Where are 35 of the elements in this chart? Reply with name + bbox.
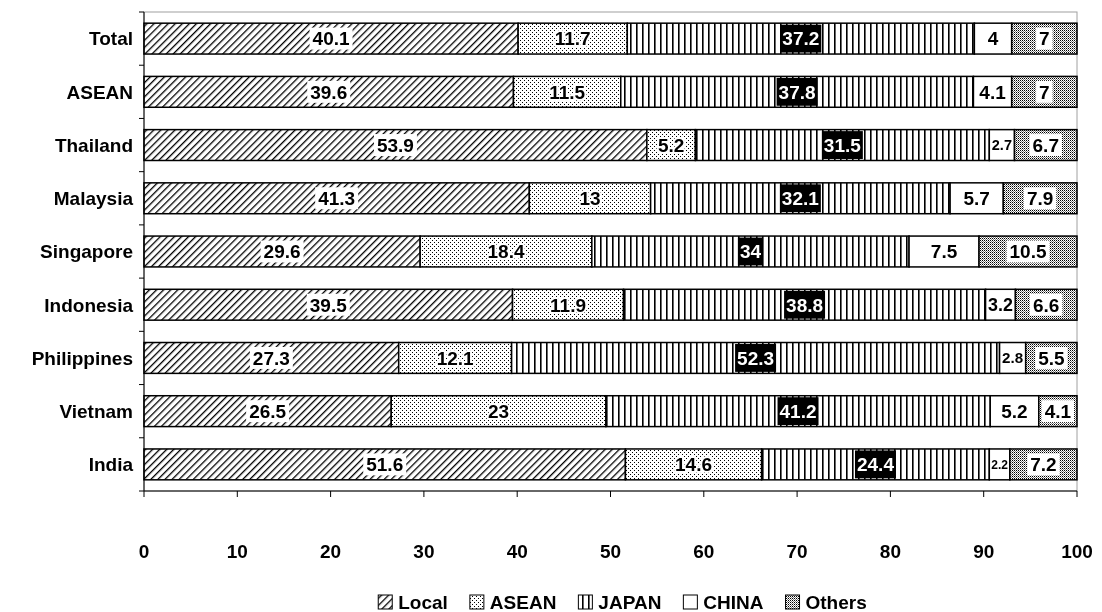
data-label: 4.1 — [979, 81, 1007, 103]
y-tick-label: India — [88, 454, 134, 476]
data-label: 3.2 — [988, 295, 1013, 316]
x-tick-label: 30 — [413, 540, 435, 562]
y-tick-label: Total — [89, 28, 133, 50]
x-tick-label: 0 — [138, 540, 150, 562]
x-tick-label: 90 — [973, 540, 995, 562]
y-tick-label: Vietnam — [59, 401, 133, 423]
data-label: 2.2 — [991, 457, 1009, 472]
data-label: 7.5 — [930, 241, 958, 263]
data-label: 18.4 — [487, 241, 525, 263]
x-tick-label: 20 — [320, 540, 342, 562]
x-tick-label: 80 — [879, 540, 901, 562]
y-tick-label: Philippines — [31, 347, 133, 369]
y-tick-label: Thailand — [54, 134, 133, 156]
y-tick-label: Singapore — [40, 241, 133, 263]
y-tick-label: Malaysia — [53, 188, 134, 210]
legend-label: CHINA — [703, 591, 764, 612]
data-label: 5.7 — [963, 188, 990, 210]
x-tick-label: 100 — [1061, 540, 1093, 562]
x-tick-label: 70 — [786, 540, 808, 562]
legend-label: JAPAN — [598, 591, 662, 612]
legend-label: Others — [805, 591, 867, 612]
data-label: 5.2 — [1001, 401, 1028, 423]
data-label: 4 — [987, 28, 999, 50]
data-label: 2.7 — [991, 137, 1012, 154]
x-tick-label: 40 — [506, 540, 528, 562]
x-tick-label: 10 — [226, 540, 248, 562]
y-tick-label: Indonesia — [44, 294, 134, 316]
x-tick-label: 60 — [693, 540, 715, 562]
x-tick-label: 50 — [599, 540, 622, 562]
legend-label: ASEAN — [489, 591, 557, 612]
data-label: 2.8 — [1002, 349, 1024, 367]
y-tick-label: ASEAN — [66, 81, 133, 103]
legend-label: Local — [398, 591, 448, 612]
